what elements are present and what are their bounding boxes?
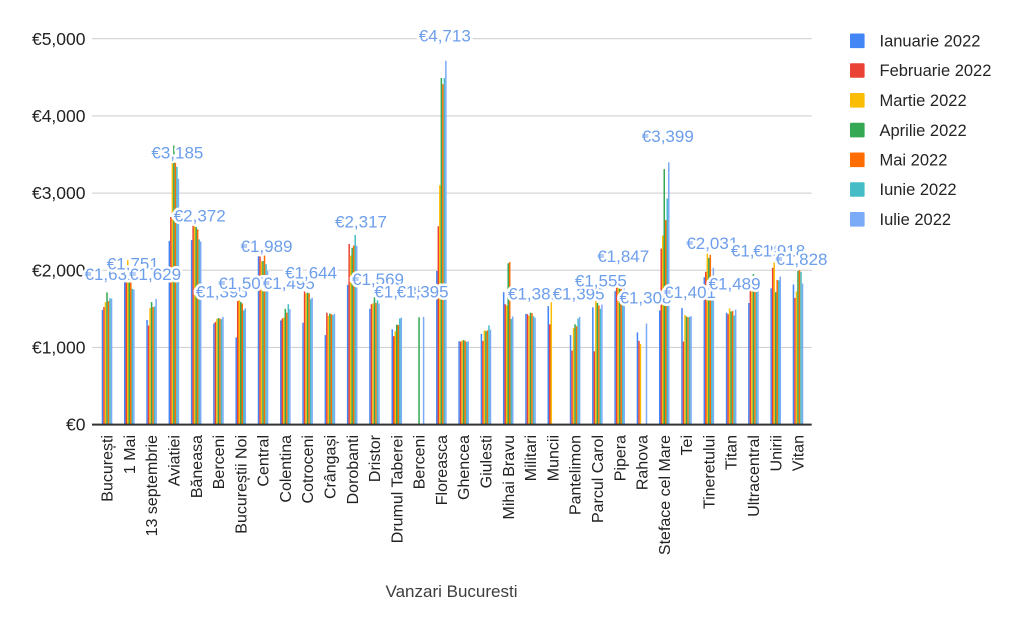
svg-text:€1,381: €1,381 [508,284,560,303]
svg-text:1 Mai: 1 Mai [122,435,139,474]
svg-text:€1,918: €1,918 [753,242,805,261]
svg-text:€1,395: €1,395 [553,284,605,303]
svg-text:Giulesti: Giulesti [479,435,496,488]
svg-text:€2,372: €2,372 [174,207,226,226]
svg-text:București: București [100,435,117,502]
svg-text:Dristor: Dristor [367,434,384,482]
svg-text:€1,555: €1,555 [575,271,627,290]
svg-text:Drumul Taberei: Drumul Taberei [389,435,406,543]
svg-text:Tei: Tei [679,435,696,455]
svg-text:Februarie 2022: Februarie 2022 [880,62,992,80]
svg-text:Crângași: Crângași [323,435,340,499]
svg-text:Ianuarie 2022: Ianuarie 2022 [880,33,981,51]
svg-text:€3,399: €3,399 [642,127,694,146]
svg-text:Cotroceni: Cotroceni [300,435,317,503]
svg-text:€1,728: €1,728 [731,242,783,261]
svg-text:Berceni: Berceni [412,435,429,489]
svg-text:Rahova: Rahova [635,435,652,490]
svg-text:€5,000: €5,000 [32,29,86,49]
svg-text:€1,000: €1,000 [32,338,86,358]
svg-text:Titan: Titan [724,435,741,470]
svg-text:Parcul Carol: Parcul Carol [590,435,607,523]
svg-text:Unirii: Unirii [768,435,785,471]
svg-text:€1,385: €1,385 [374,282,426,301]
svg-text:€1,401: €1,401 [664,283,716,302]
svg-text:€1,395: €1,395 [397,282,449,301]
svg-text:Iunie 2022: Iunie 2022 [880,181,957,199]
svg-text:Steface cel Mare: Steface cel Mare [657,435,674,555]
svg-text:Ultracentral: Ultracentral [746,435,763,517]
svg-text:Muncii: Muncii [545,435,562,481]
svg-text:€1,395: €1,395 [196,283,248,302]
svg-text:€1,308: €1,308 [620,289,672,308]
svg-text:Colentina: Colentina [278,435,295,503]
svg-text:Vanzari Bucuresti: Vanzari Bucuresti [386,582,518,601]
svg-text:Pipera: Pipera [612,435,629,481]
svg-text:Martie 2022: Martie 2022 [880,92,967,110]
svg-text:Aprilie 2022: Aprilie 2022 [880,122,967,140]
svg-text:Floreasca: Floreasca [434,435,451,505]
svg-text:Iulie 2022: Iulie 2022 [880,211,952,229]
svg-text:Băneasa: Băneasa [189,435,206,498]
svg-text:€1,489: €1,489 [709,275,761,294]
svg-text:€1,569: €1,569 [352,270,404,289]
svg-text:€0: €0 [66,415,86,435]
svg-text:€3,185: €3,185 [151,144,203,163]
svg-text:€4,713: €4,713 [419,27,471,46]
svg-text:Central: Central [256,435,273,487]
svg-text:€1,828: €1,828 [776,250,828,269]
svg-text:€2,031: €2,031 [686,234,738,253]
svg-text:Dorobanti: Dorobanti [345,435,362,504]
svg-text:Berceni: Berceni [211,435,228,489]
svg-text:Pantelimon: Pantelimon [568,435,585,515]
svg-text:Mihai Bravu: Mihai Bravu [501,435,518,519]
svg-text:€1,507: €1,507 [218,274,270,293]
svg-text:€1,629: €1,629 [129,265,181,284]
svg-text:€1,847: €1,847 [597,247,649,266]
svg-text:Bucureștii Noi: Bucureștii Noi [233,435,250,534]
svg-text:€4,000: €4,000 [32,106,86,126]
svg-text:Tineretului: Tineretului [701,435,718,509]
svg-text:Aviatiei: Aviatiei [167,435,184,486]
svg-text:Vitan: Vitan [791,435,808,471]
svg-text:€3,000: €3,000 [32,183,86,203]
svg-text:13 septembrie: 13 septembrie [144,435,161,536]
svg-text:€1,644: €1,644 [285,264,337,283]
svg-text:Mai 2022: Mai 2022 [880,152,948,170]
svg-text:€1,495: €1,495 [263,274,315,293]
svg-text:€1,631: €1,631 [85,265,137,284]
svg-text:€1,989: €1,989 [241,237,293,256]
svg-text:€2,000: €2,000 [32,260,86,280]
svg-text:Ghencea: Ghencea [456,435,473,500]
svg-text:€2,317: €2,317 [335,213,387,232]
svg-text:Militari: Militari [523,435,540,481]
svg-text:€1,751: €1,751 [107,255,159,274]
